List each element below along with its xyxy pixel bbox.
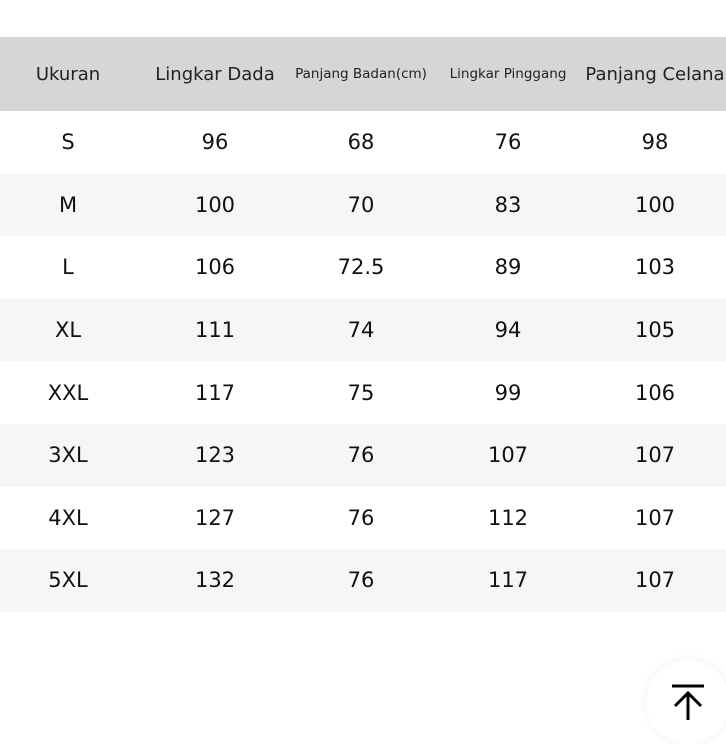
table-cell: 94 — [494, 318, 522, 343]
table-cell: 89 — [494, 255, 522, 280]
table-cell: 111 — [194, 318, 236, 343]
table-cell: XL — [54, 318, 82, 343]
table-cell: M — [58, 192, 78, 217]
table-cell: 123 — [194, 443, 236, 468]
table-cell: 112 — [487, 505, 529, 530]
table-cell: 98 — [641, 130, 669, 155]
table-cell: 99 — [494, 380, 522, 405]
table-cell: 70 — [347, 192, 375, 217]
table-row: M 100 70 83 100 — [0, 173, 726, 237]
column-header: Lingkar Pinggang — [449, 66, 567, 82]
table-row: L 106 72.5 89 103 — [0, 236, 726, 299]
scroll-to-top-button[interactable] — [646, 660, 726, 744]
table-cell: 106 — [634, 380, 676, 405]
table-cell: 117 — [194, 380, 236, 405]
table-row: S 96 68 76 98 — [0, 111, 726, 174]
table-cell: 127 — [194, 505, 236, 530]
table-cell: 72.5 — [337, 255, 385, 280]
table-cell: 132 — [194, 568, 236, 593]
table-cell: S — [61, 130, 75, 155]
table-cell: 117 — [487, 568, 529, 593]
table-row: 4XL 127 76 112 107 — [0, 487, 726, 550]
table-cell: 75 — [347, 380, 375, 405]
table-cell: 103 — [634, 255, 676, 280]
table-cell: 76 — [494, 130, 522, 155]
column-header: Panjang Celana — [585, 63, 725, 85]
table-row: 5XL 132 76 117 107 — [0, 549, 726, 612]
size-chart-table: Ukuran Lingkar Dada Panjang Badan(cm) Lingk… — [0, 37, 726, 612]
table-cell: 68 — [347, 130, 375, 155]
table-cell: 76 — [347, 568, 375, 593]
table-row: XXL 117 75 99 106 — [0, 361, 726, 424]
table-cell: 74 — [347, 318, 375, 343]
table-cell: 107 — [634, 443, 676, 468]
table-header: Ukuran Lingkar Dada Panjang Badan(cm) Lingk… — [0, 37, 726, 111]
table-cell: 100 — [634, 192, 676, 217]
table-cell: 106 — [194, 255, 236, 280]
table-row: 3XL 123 76 107 107 — [0, 423, 726, 487]
column-header: Lingkar Dada — [155, 63, 275, 85]
column-header: Ukuran — [35, 63, 101, 85]
table-cell: XXL — [47, 380, 89, 405]
table-cell: 107 — [634, 568, 676, 593]
table-cell: L — [62, 255, 74, 280]
table-cell: 100 — [194, 192, 236, 217]
arrow-up-to-top-icon — [672, 684, 704, 720]
table-cell: 3XL — [48, 443, 88, 468]
table-cell: 4XL — [48, 505, 88, 530]
table-cell: 107 — [487, 443, 529, 468]
table-cell: 107 — [634, 505, 676, 530]
table-cell: 96 — [201, 130, 229, 155]
table-cell: 76 — [347, 505, 375, 530]
table-row: XL 111 74 94 105 — [0, 298, 726, 362]
table-cell: 76 — [347, 443, 375, 468]
column-header: Panjang Badan(cm) — [295, 66, 427, 82]
table-cell: 5XL — [48, 568, 88, 593]
table-cell: 83 — [494, 192, 522, 217]
table-cell: 105 — [634, 318, 676, 343]
